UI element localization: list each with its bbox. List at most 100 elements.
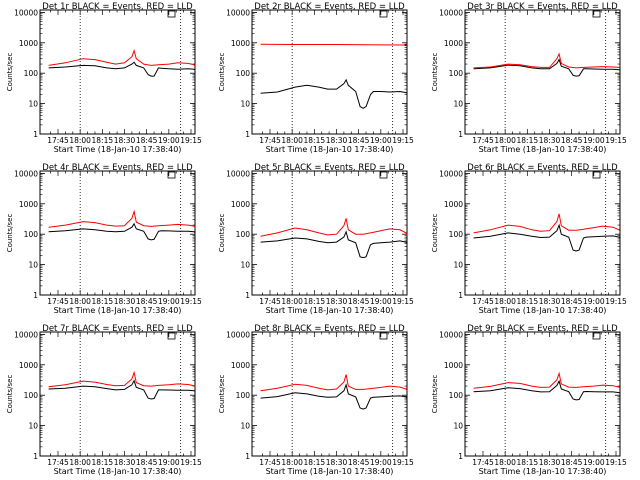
chart-panel-1: Det 1r BLACK = Events, RED = LLD 1 10 100 10… (6, 2, 202, 154)
time-marker-box (379, 10, 388, 18)
x-tick-label: 18:45 (561, 136, 583, 145)
x-axis-label: Start Time (18-Jan-10 17:38:40) (479, 306, 607, 315)
y-tick-label: 10 (453, 422, 463, 431)
events-series-line (473, 379, 621, 401)
x-tick-label: 18:30 (114, 458, 136, 467)
plot-frame (464, 170, 621, 296)
x-tick-label: 19:00 (158, 297, 180, 306)
plot-frame (464, 9, 621, 135)
y-axis-label: Counts/sec (431, 53, 439, 92)
plot-frame (251, 331, 408, 457)
x-tick-label: 18:00 (69, 136, 91, 145)
events-series-line (260, 383, 408, 410)
time-marker-box (592, 332, 601, 340)
x-tick-label: 19:00 (583, 297, 605, 306)
x-tick-label: 18:00 (494, 297, 516, 306)
y-tick-label: 1 (458, 130, 463, 139)
time-marker-box (167, 332, 176, 340)
x-tick-label: 18:15 (304, 458, 326, 467)
x-tick-label: 18:45 (136, 297, 158, 306)
chart-title: Det 8r BLACK = Events, RED = LLD (254, 324, 405, 334)
y-tick-label: 100 (449, 69, 464, 78)
x-tick-label: 19:15 (605, 297, 627, 306)
time-marker-box (592, 171, 601, 179)
chart-title: Det 4r BLACK = Events, RED = LLD (42, 163, 193, 173)
events-series-line (260, 230, 408, 259)
y-tick-label: 10000 (439, 8, 463, 17)
y-tick-label: 10 (28, 261, 38, 270)
y-axis-label: Counts/sec (218, 53, 226, 92)
events-series-line (48, 379, 196, 400)
chart-panel-9: Det 9r BLACK = Events, RED = LLD 1 10 100 10… (431, 324, 627, 476)
y-tick-label: 1000 (231, 200, 250, 209)
y-tick-label: 10000 (14, 169, 38, 178)
x-tick-label: 19:00 (370, 458, 392, 467)
chart-panel-8: Det 8r BLACK = Events, RED = LLD 1 10 100 10… (218, 324, 414, 476)
x-tick-label: 17:45 (259, 136, 281, 145)
y-tick-label: 1000 (19, 39, 38, 48)
x-tick-label: 19:00 (370, 136, 392, 145)
x-tick-label: 18:15 (92, 458, 114, 467)
x-tick-label: 18:30 (326, 297, 348, 306)
y-tick-label: 1 (245, 452, 250, 461)
y-tick-label: 1 (33, 291, 38, 300)
lld-series-line (48, 49, 196, 67)
plot-frame (39, 331, 196, 457)
events-series-line (473, 58, 621, 77)
x-tick-label: 19:15 (392, 297, 414, 306)
x-axis-label: Start Time (18-Jan-10 17:38:40) (266, 306, 394, 315)
y-tick-label: 1 (458, 452, 463, 461)
x-tick-label: 17:45 (47, 458, 69, 467)
time-marker-box (167, 171, 176, 179)
time-marker-box (167, 10, 176, 18)
y-tick-label: 1000 (231, 361, 250, 370)
chart-title: Det 7r BLACK = Events, RED = LLD (42, 324, 193, 334)
events-series-line (260, 78, 408, 109)
y-tick-label: 100 (24, 69, 39, 78)
y-tick-label: 10 (28, 422, 38, 431)
y-tick-label: 10000 (226, 330, 250, 339)
chart-panel-3: Det 3r BLACK = Events, RED = LLD 1 10 100 10… (431, 2, 627, 154)
y-tick-label: 100 (449, 230, 464, 239)
y-axis-label: Counts/sec (6, 53, 14, 92)
x-tick-label: 17:45 (259, 297, 281, 306)
y-tick-label: 1000 (19, 361, 38, 370)
y-axis-label: Counts/sec (218, 375, 226, 414)
events-series-line (473, 223, 621, 252)
time-marker-box (592, 10, 601, 18)
x-tick-label: 18:30 (539, 297, 561, 306)
x-tick-label: 18:15 (304, 297, 326, 306)
y-tick-label: 10000 (14, 8, 38, 17)
x-axis-label: Start Time (18-Jan-10 17:38:40) (54, 145, 182, 154)
chart-title: Det 6r BLACK = Events, RED = LLD (467, 163, 618, 173)
x-tick-label: 18:45 (348, 297, 370, 306)
y-tick-label: 1000 (444, 200, 463, 209)
x-tick-label: 18:00 (69, 297, 91, 306)
y-tick-label: 1 (33, 130, 38, 139)
plot-frame (464, 331, 621, 457)
y-tick-label: 100 (236, 391, 251, 400)
x-tick-label: 18:45 (561, 297, 583, 306)
y-tick-label: 10000 (226, 169, 250, 178)
x-tick-label: 19:15 (180, 297, 202, 306)
x-tick-label: 17:45 (472, 297, 494, 306)
x-tick-label: 18:30 (114, 136, 136, 145)
x-tick-label: 19:00 (583, 458, 605, 467)
plot-frame (251, 9, 408, 135)
y-tick-label: 10000 (14, 330, 38, 339)
lld-series-line (260, 218, 408, 237)
y-axis-label: Counts/sec (6, 214, 14, 253)
chart-panel-7: Det 7r BLACK = Events, RED = LLD 1 10 100 10… (6, 324, 202, 476)
x-tick-label: 18:30 (539, 458, 561, 467)
x-axis-label: Start Time (18-Jan-10 17:38:40) (266, 145, 394, 154)
x-tick-label: 18:45 (348, 458, 370, 467)
x-axis-label: Start Time (18-Jan-10 17:38:40) (479, 145, 607, 154)
y-tick-label: 100 (236, 230, 251, 239)
chart-panel-4: Det 4r BLACK = Events, RED = LLD 1 10 100 10… (6, 163, 202, 315)
x-tick-label: 19:15 (605, 458, 627, 467)
x-tick-label: 18:00 (281, 458, 303, 467)
x-tick-label: 18:30 (326, 136, 348, 145)
y-tick-label: 1 (245, 291, 250, 300)
time-marker-box (379, 332, 388, 340)
